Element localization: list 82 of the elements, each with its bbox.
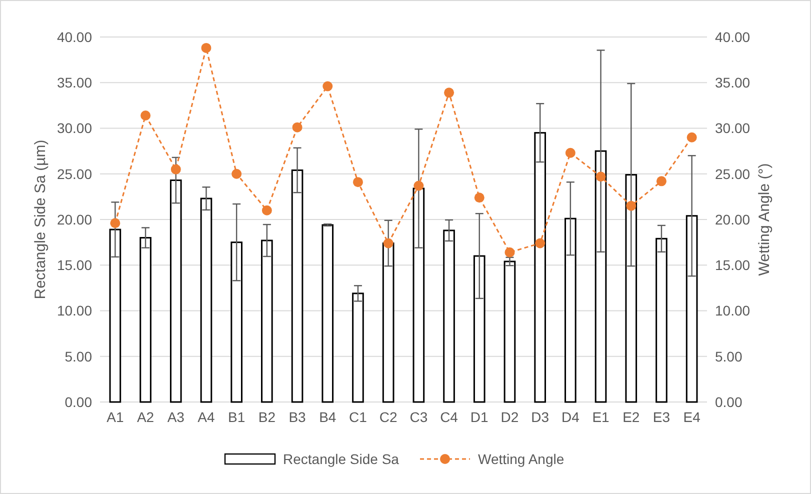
bar bbox=[656, 238, 668, 403]
bar bbox=[170, 180, 182, 403]
point bbox=[170, 164, 181, 174]
y-axis-title: Rectangle Side Sa (µm) bbox=[32, 140, 49, 300]
y-tick-label: 25.00 bbox=[56, 166, 92, 182]
x-tick-label: C4 bbox=[440, 409, 458, 425]
x-tick-label: A4 bbox=[198, 409, 215, 425]
bar bbox=[594, 150, 607, 403]
point bbox=[626, 200, 636, 211]
legend-label: Rectangle Side Sa bbox=[283, 450, 400, 467]
y2-tick-label: 15.00 bbox=[715, 257, 750, 274]
point bbox=[444, 88, 454, 98]
y-tick-label: 10.00 bbox=[56, 302, 92, 319]
bar bbox=[686, 215, 698, 403]
point bbox=[383, 238, 394, 248]
bar bbox=[625, 174, 638, 403]
point bbox=[474, 192, 484, 203]
bar bbox=[534, 132, 546, 403]
x-tick-label: E3 bbox=[652, 409, 670, 425]
x-tick-label: E4 bbox=[683, 409, 701, 425]
legend-label: Wetting Angle bbox=[478, 450, 564, 467]
y2-tick-label: 10.00 bbox=[715, 302, 750, 319]
point bbox=[565, 148, 576, 158]
point bbox=[262, 205, 272, 216]
bar bbox=[504, 260, 516, 403]
x-tick-label: D1 bbox=[470, 409, 489, 425]
y2-tick-label: 40.00 bbox=[715, 28, 750, 45]
bar bbox=[109, 228, 122, 403]
bar bbox=[382, 242, 394, 403]
y-tick-label: 30.00 bbox=[56, 120, 92, 136]
x-tick-label: A2 bbox=[136, 409, 154, 425]
y2-tick-label: 0.00 bbox=[715, 394, 742, 410]
point bbox=[292, 122, 302, 132]
bar bbox=[564, 218, 576, 403]
bar bbox=[230, 242, 242, 403]
y2-tick-label: 20.00 bbox=[715, 211, 750, 228]
y-tick-label: 0.00 bbox=[64, 394, 92, 410]
bar bbox=[200, 198, 212, 403]
y2-tick-label: 35.00 bbox=[715, 74, 750, 91]
x-tick-label: C2 bbox=[379, 409, 398, 425]
point bbox=[140, 110, 151, 120]
y-tick-label: 35.00 bbox=[56, 74, 92, 91]
x-tick-label: C1 bbox=[349, 409, 368, 425]
y-tick-label: 15.00 bbox=[56, 257, 92, 274]
point bbox=[322, 81, 333, 92]
point bbox=[110, 218, 120, 228]
point bbox=[201, 42, 212, 53]
x-tick-label: D4 bbox=[561, 409, 580, 425]
y-tick-label: 40.00 bbox=[56, 28, 92, 45]
point bbox=[232, 168, 242, 179]
x-tick-label: E1 bbox=[592, 409, 610, 425]
x-tick-label: A3 bbox=[167, 409, 185, 425]
x-tick-label: E2 bbox=[622, 409, 640, 425]
x-tick-label: C3 bbox=[410, 409, 428, 425]
x-tick-label: A1 bbox=[106, 409, 124, 425]
x-tick-label: D2 bbox=[500, 409, 519, 425]
bar bbox=[140, 237, 152, 403]
point bbox=[656, 176, 666, 186]
bar bbox=[412, 188, 425, 403]
y2-tick-label: 30.00 bbox=[715, 120, 750, 136]
point bbox=[686, 132, 697, 142]
y2-tick-label: 5.00 bbox=[715, 348, 742, 364]
y2-tick-label: 25.00 bbox=[715, 166, 750, 182]
y-tick-label: 5.00 bbox=[64, 348, 92, 364]
bar bbox=[322, 224, 334, 403]
x-tick-label: B2 bbox=[258, 409, 276, 425]
point bbox=[504, 247, 515, 258]
y-tick-label: 20.00 bbox=[56, 211, 92, 228]
point bbox=[414, 180, 424, 191]
x-tick-label: B4 bbox=[319, 409, 336, 425]
x-tick-label: B1 bbox=[228, 409, 246, 425]
bar bbox=[443, 230, 455, 403]
point bbox=[352, 177, 363, 188]
bar bbox=[291, 169, 304, 403]
point bbox=[596, 172, 606, 182]
bar bbox=[473, 255, 486, 403]
bar bbox=[352, 292, 364, 403]
y2-axis-title: Wetting Angle (°) bbox=[756, 163, 773, 276]
bar bbox=[261, 240, 273, 403]
x-tick-label: D3 bbox=[531, 409, 550, 425]
point bbox=[535, 238, 546, 248]
x-tick-label: B3 bbox=[288, 409, 306, 425]
